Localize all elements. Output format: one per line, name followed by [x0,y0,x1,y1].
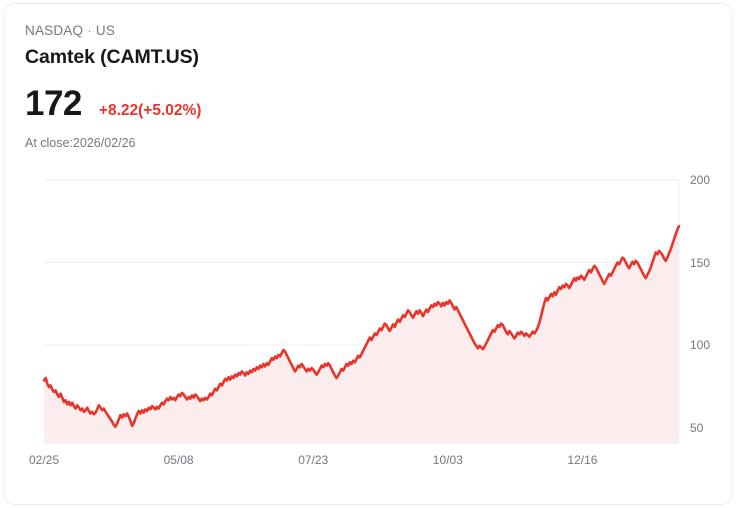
price-line [42,224,681,428]
price-row: 172 +8.22(+5.02%) [25,84,625,124]
stock-quote-card: NASDAQ · US Camtek (CAMT.US) 172 +8.22(+5.… [3,3,733,505]
separator-dot: · [87,23,92,38]
exchange-region-line: NASDAQ · US [25,22,625,40]
at-close-timestamp: At close:2026/02/26 [25,136,136,150]
y-axis-tick-50: 50 [690,420,704,435]
quote-header: NASDAQ · US Camtek (CAMT.US) 172 +8.22(+5.… [25,22,625,151]
y-axis-tick-200: 200 [690,173,711,187]
y-axis-tick-150: 150 [690,255,711,270]
price-area-chart [42,179,681,444]
price-value: 172 [25,84,82,123]
x-axis-tick-05-08: 05/08 [163,453,194,467]
x-axis-tick-12-16: 12/16 [567,453,598,467]
x-axis-tick-02-25: 02/25 [28,453,60,467]
y-axis-tick-100: 100 [690,338,711,352]
price-change: +8.22(+5.02%) [98,102,202,119]
x-axis-tick-07-23: 07/23 [298,453,329,467]
price-area-fill [44,226,679,444]
exchange-label: NASDAQ [25,23,84,38]
page-title: Camtek (CAMT.US) [25,46,199,68]
x-axis-tick-10-03: 10/03 [432,453,463,467]
region-label: US [95,23,116,38]
